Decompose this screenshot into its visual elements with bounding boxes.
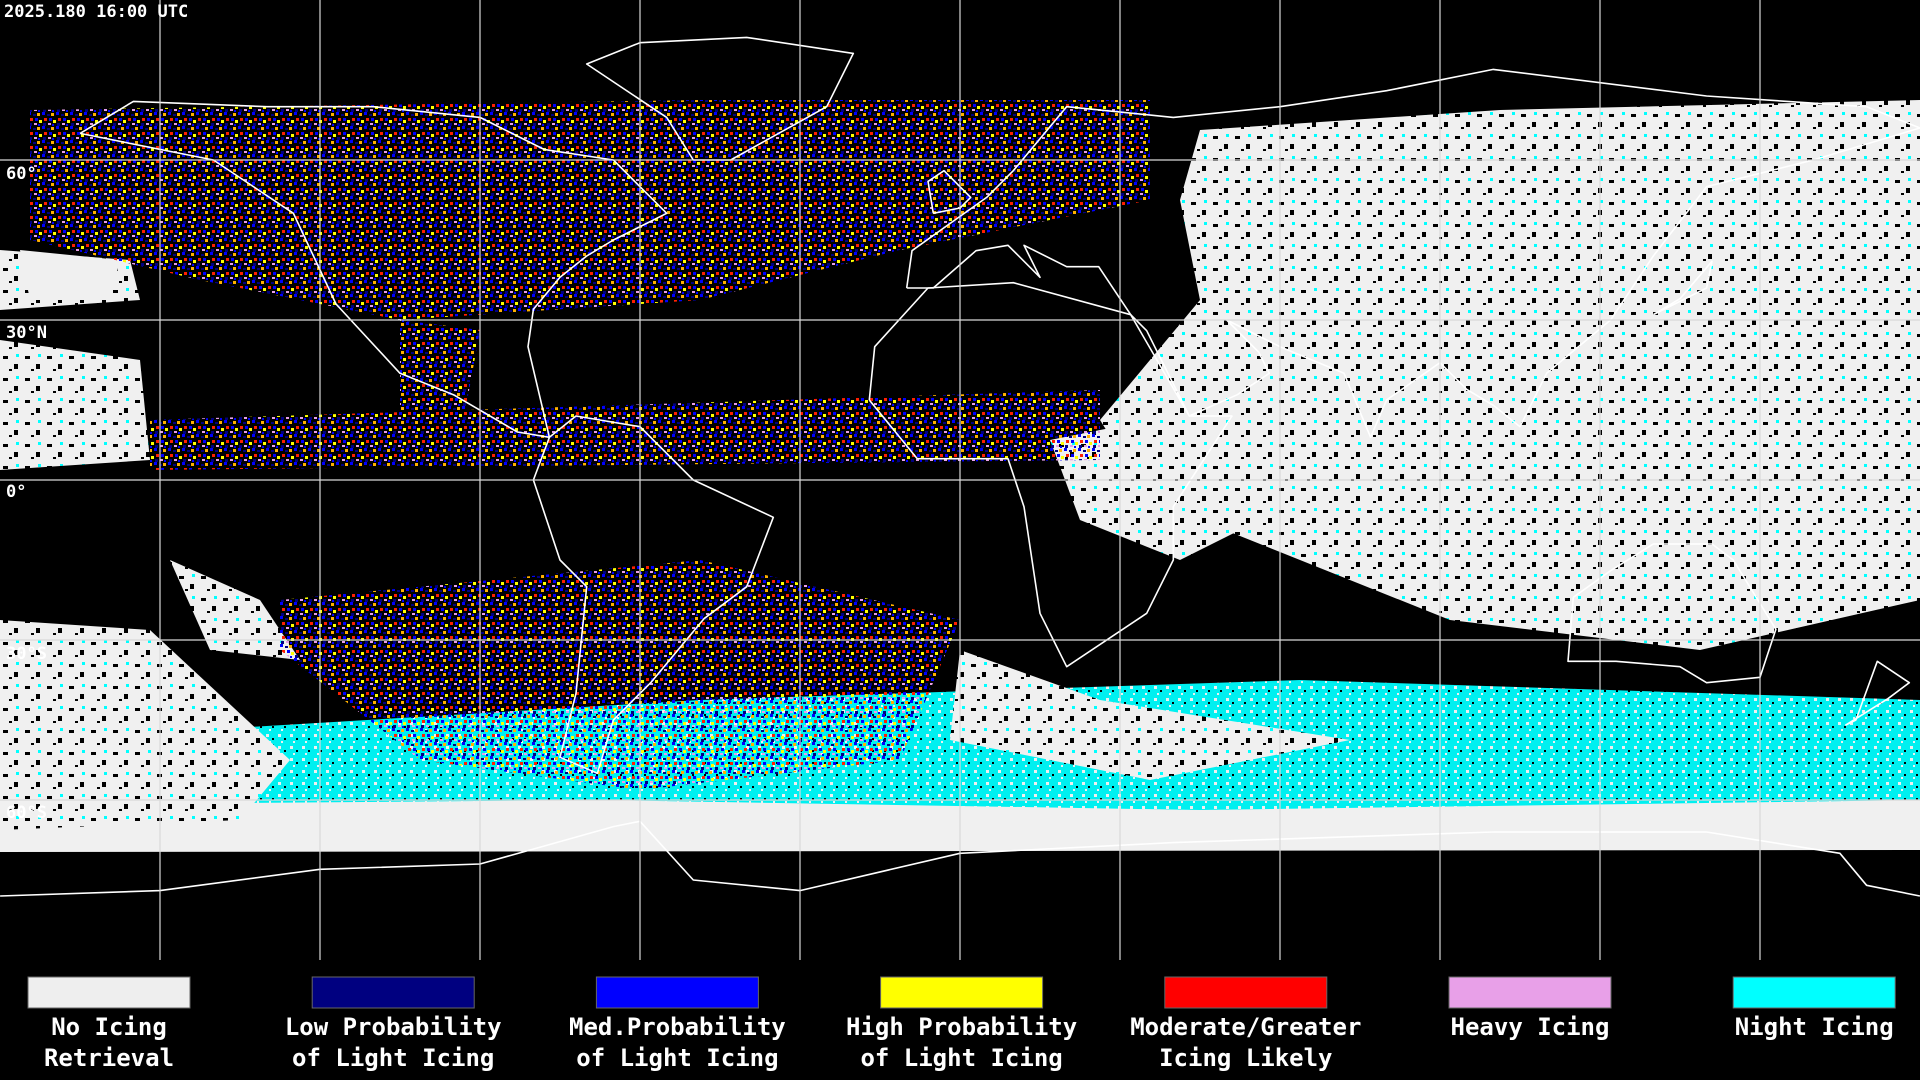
- legend-label: Med.Probability: [569, 1013, 786, 1041]
- icing-region: [280, 560, 960, 790]
- legend-label: High Probability: [846, 1013, 1077, 1041]
- legend-label: of Light Icing: [576, 1044, 778, 1072]
- coastline: [1567, 543, 1777, 684]
- legend-label: of Light Icing: [292, 1044, 494, 1072]
- legend-label: Night Icing: [1735, 1013, 1894, 1041]
- cloud-region: [0, 340, 150, 470]
- legend-label: Heavy Icing: [1451, 1013, 1610, 1041]
- cloud-region: [950, 650, 1350, 780]
- legend-swatch: [595, 976, 759, 1009]
- legend-swatch: [1448, 976, 1612, 1009]
- cloud-region: [1100, 100, 1920, 650]
- legend-swatch: [880, 976, 1044, 1009]
- coastline: [868, 281, 1233, 668]
- coastline: [927, 169, 972, 215]
- coastline: [905, 68, 1920, 439]
- cloud-region: [1050, 420, 1260, 560]
- legend-label: Retrieval: [44, 1044, 174, 1072]
- legend-swatch: [1164, 976, 1328, 1009]
- legend-label: Icing Likely: [1159, 1044, 1332, 1072]
- coastline: [532, 415, 775, 775]
- latitude-labels: 60° 30°N 0° 30°S 60°S: [6, 164, 47, 823]
- icing-region: [30, 100, 1150, 320]
- cloud-region: [0, 620, 290, 830]
- coastline: [79, 100, 668, 439]
- coastline: [1652, 260, 1713, 316]
- latitude-label: 60°S: [6, 803, 47, 823]
- legend-label: Low Probability: [285, 1013, 502, 1041]
- cloud-region: [20, 250, 120, 300]
- latitude-label: 0°: [6, 482, 26, 502]
- graticule: [0, 0, 1920, 960]
- icing-region: [400, 320, 480, 440]
- latitude-label: 60°: [6, 164, 37, 184]
- icing-region: [150, 390, 1100, 470]
- coastlines: [0, 36, 1920, 897]
- legend-label: No Icing: [51, 1013, 167, 1041]
- cloud-fields: [0, 100, 1920, 852]
- timestamp: 2025.180 16:00 UTC: [4, 2, 188, 22]
- latitude-label: 30°N: [6, 323, 47, 343]
- legend-swatch: [27, 976, 191, 1009]
- legend-label: Moderate/Greater: [1130, 1013, 1361, 1041]
- latitude-label: 30°S: [6, 644, 47, 664]
- coastline: [1844, 660, 1911, 727]
- cloud-region: [170, 560, 300, 660]
- icing-fields: [30, 100, 1150, 790]
- legend-label: of Light Icing: [860, 1044, 1062, 1072]
- legend: No Icing Retrieval Low Probability of Light…: [27, 976, 1896, 1072]
- legend-swatch: [311, 976, 475, 1009]
- legend-swatch: [1732, 976, 1896, 1009]
- coastline: [0, 820, 1920, 897]
